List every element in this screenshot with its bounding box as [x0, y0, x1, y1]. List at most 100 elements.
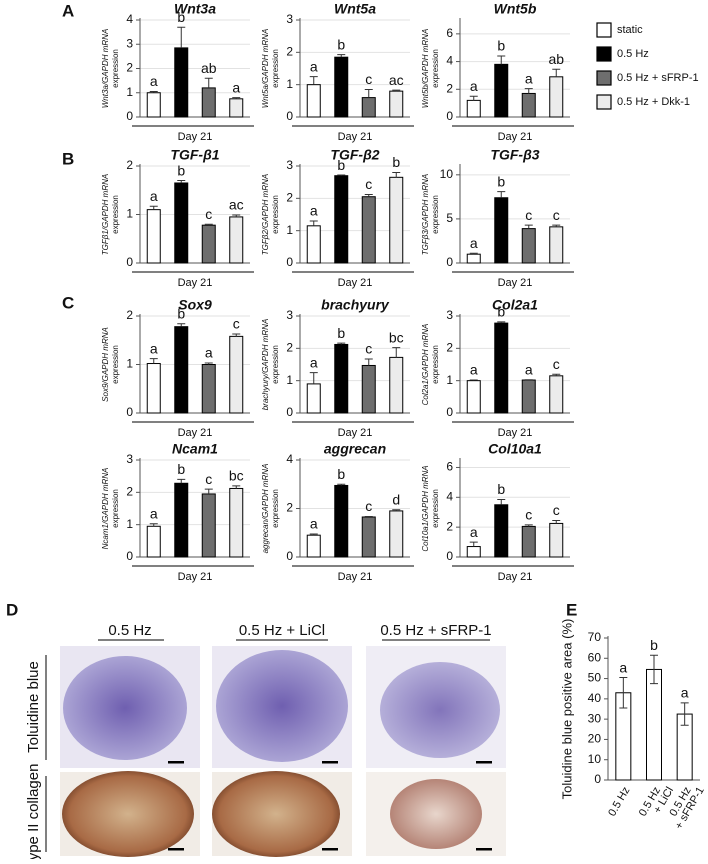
y-tick-label: 2	[286, 501, 293, 515]
y-tick-label: 10	[588, 752, 602, 766]
y-tick-label: 30	[588, 711, 602, 725]
significance-label: c	[365, 176, 372, 192]
y-tick-label: 10	[440, 167, 454, 181]
bar	[335, 485, 348, 557]
significance-label: a	[310, 58, 318, 74]
y-tick-label: 3	[286, 158, 293, 172]
significance-label: b	[177, 162, 185, 178]
y-axis-label: Ncam1/GAPDH mRNA	[101, 468, 110, 550]
legend-swatch	[597, 95, 611, 109]
y-axis-label: expression	[431, 195, 440, 234]
panel-label: B	[62, 149, 74, 168]
bar	[467, 547, 480, 557]
bar	[202, 88, 215, 117]
y-axis-label: Col2a1/GAPDH mRNA	[421, 324, 430, 406]
y-tick-label: 0	[446, 405, 453, 419]
y-tick-label: 2	[286, 45, 293, 59]
y-tick-label: 4	[446, 54, 453, 68]
panel-label: E	[566, 600, 577, 619]
y-axis-label: Wnt5b/GAPDH mRNA	[421, 29, 430, 109]
histology-images	[60, 646, 506, 857]
bar	[362, 98, 375, 117]
x-tick-label: 0.5 Hz	[606, 785, 632, 819]
bar	[175, 48, 188, 117]
error-bar	[205, 78, 213, 88]
y-axis-label: expression	[431, 49, 440, 88]
y-axis-label: expression	[111, 345, 120, 384]
bar	[147, 210, 160, 263]
y-tick-label: 70	[588, 630, 602, 644]
bar	[390, 177, 403, 263]
y-tick-label: 0	[126, 109, 133, 123]
bar	[175, 183, 188, 263]
significance-label: c	[525, 207, 532, 223]
significance-label: a	[232, 79, 240, 95]
significance-label: b	[177, 461, 185, 477]
y-axis-label: expression	[271, 489, 280, 528]
x-axis-label: Day 21	[498, 427, 533, 439]
bar	[647, 669, 662, 780]
significance-label: a	[310, 354, 318, 370]
y-tick-label: 40	[588, 691, 602, 705]
significance-label: b	[337, 466, 345, 482]
x-axis-label: Day 21	[498, 571, 533, 583]
y-axis-label: TGFβ1/GAPDH mRNA	[101, 174, 110, 255]
legend-label: static	[617, 24, 643, 36]
significance-label: bc	[229, 468, 244, 484]
legend-label: 0.5 Hz + Dkk-1	[617, 96, 690, 108]
significance-label: b	[337, 36, 345, 52]
significance-label: b	[177, 305, 185, 321]
error-bar	[365, 90, 373, 98]
y-tick-label: 2	[446, 519, 453, 533]
y-tick-label: 3	[446, 308, 453, 322]
y-tick-label: 0	[446, 549, 453, 563]
significance-label: c	[365, 341, 372, 357]
bar	[362, 365, 375, 413]
y-axis-label: expression	[431, 345, 440, 384]
significance-label: a	[525, 361, 533, 377]
bar	[202, 494, 215, 557]
y-tick-label: 0	[594, 772, 601, 786]
y-tick-label: 1	[446, 373, 453, 387]
bar	[495, 323, 508, 413]
column-label: 0.5 Hz + LiCl	[239, 622, 325, 639]
bar	[467, 381, 480, 413]
y-axis-label: brachyury/GAPDH mRNA	[261, 319, 270, 411]
bar	[307, 384, 320, 413]
y-tick-label: 2	[286, 191, 293, 205]
y-axis-label: Toluidine blue positive area (%)	[559, 619, 574, 800]
bar	[495, 505, 508, 557]
legend-swatch	[597, 47, 611, 61]
bar	[550, 523, 563, 557]
chart-title: Wnt5b	[494, 1, 537, 17]
bar	[175, 327, 188, 413]
significance-label: c	[205, 206, 212, 222]
x-axis-label: Day 21	[338, 571, 373, 583]
y-tick-label: 0	[286, 405, 293, 419]
bar	[230, 336, 243, 413]
bar	[230, 99, 243, 117]
bar	[522, 93, 535, 117]
significance-label: a	[150, 188, 158, 204]
significance-label: d	[392, 491, 400, 507]
bar	[390, 357, 403, 413]
error-bar	[310, 373, 318, 384]
bar	[175, 483, 188, 557]
chart-title: TGF-β3	[490, 147, 539, 163]
y-tick-label: 1	[286, 373, 293, 387]
x-axis-label: Day 21	[178, 277, 213, 289]
significance-label: ab	[201, 60, 217, 76]
error-bar	[497, 192, 505, 198]
error-bar	[392, 348, 400, 358]
bar	[390, 91, 403, 117]
bar	[467, 254, 480, 263]
y-axis-label: expression	[271, 195, 280, 234]
row-label: Toluidine blue	[25, 661, 42, 753]
bar	[522, 229, 535, 263]
significance-label: b	[497, 38, 505, 54]
significance-label: a	[681, 685, 689, 701]
x-axis-label: Day 21	[498, 131, 533, 143]
bar	[307, 85, 320, 117]
y-tick-label: 0	[446, 255, 453, 269]
y-tick-label: 4	[446, 489, 453, 503]
